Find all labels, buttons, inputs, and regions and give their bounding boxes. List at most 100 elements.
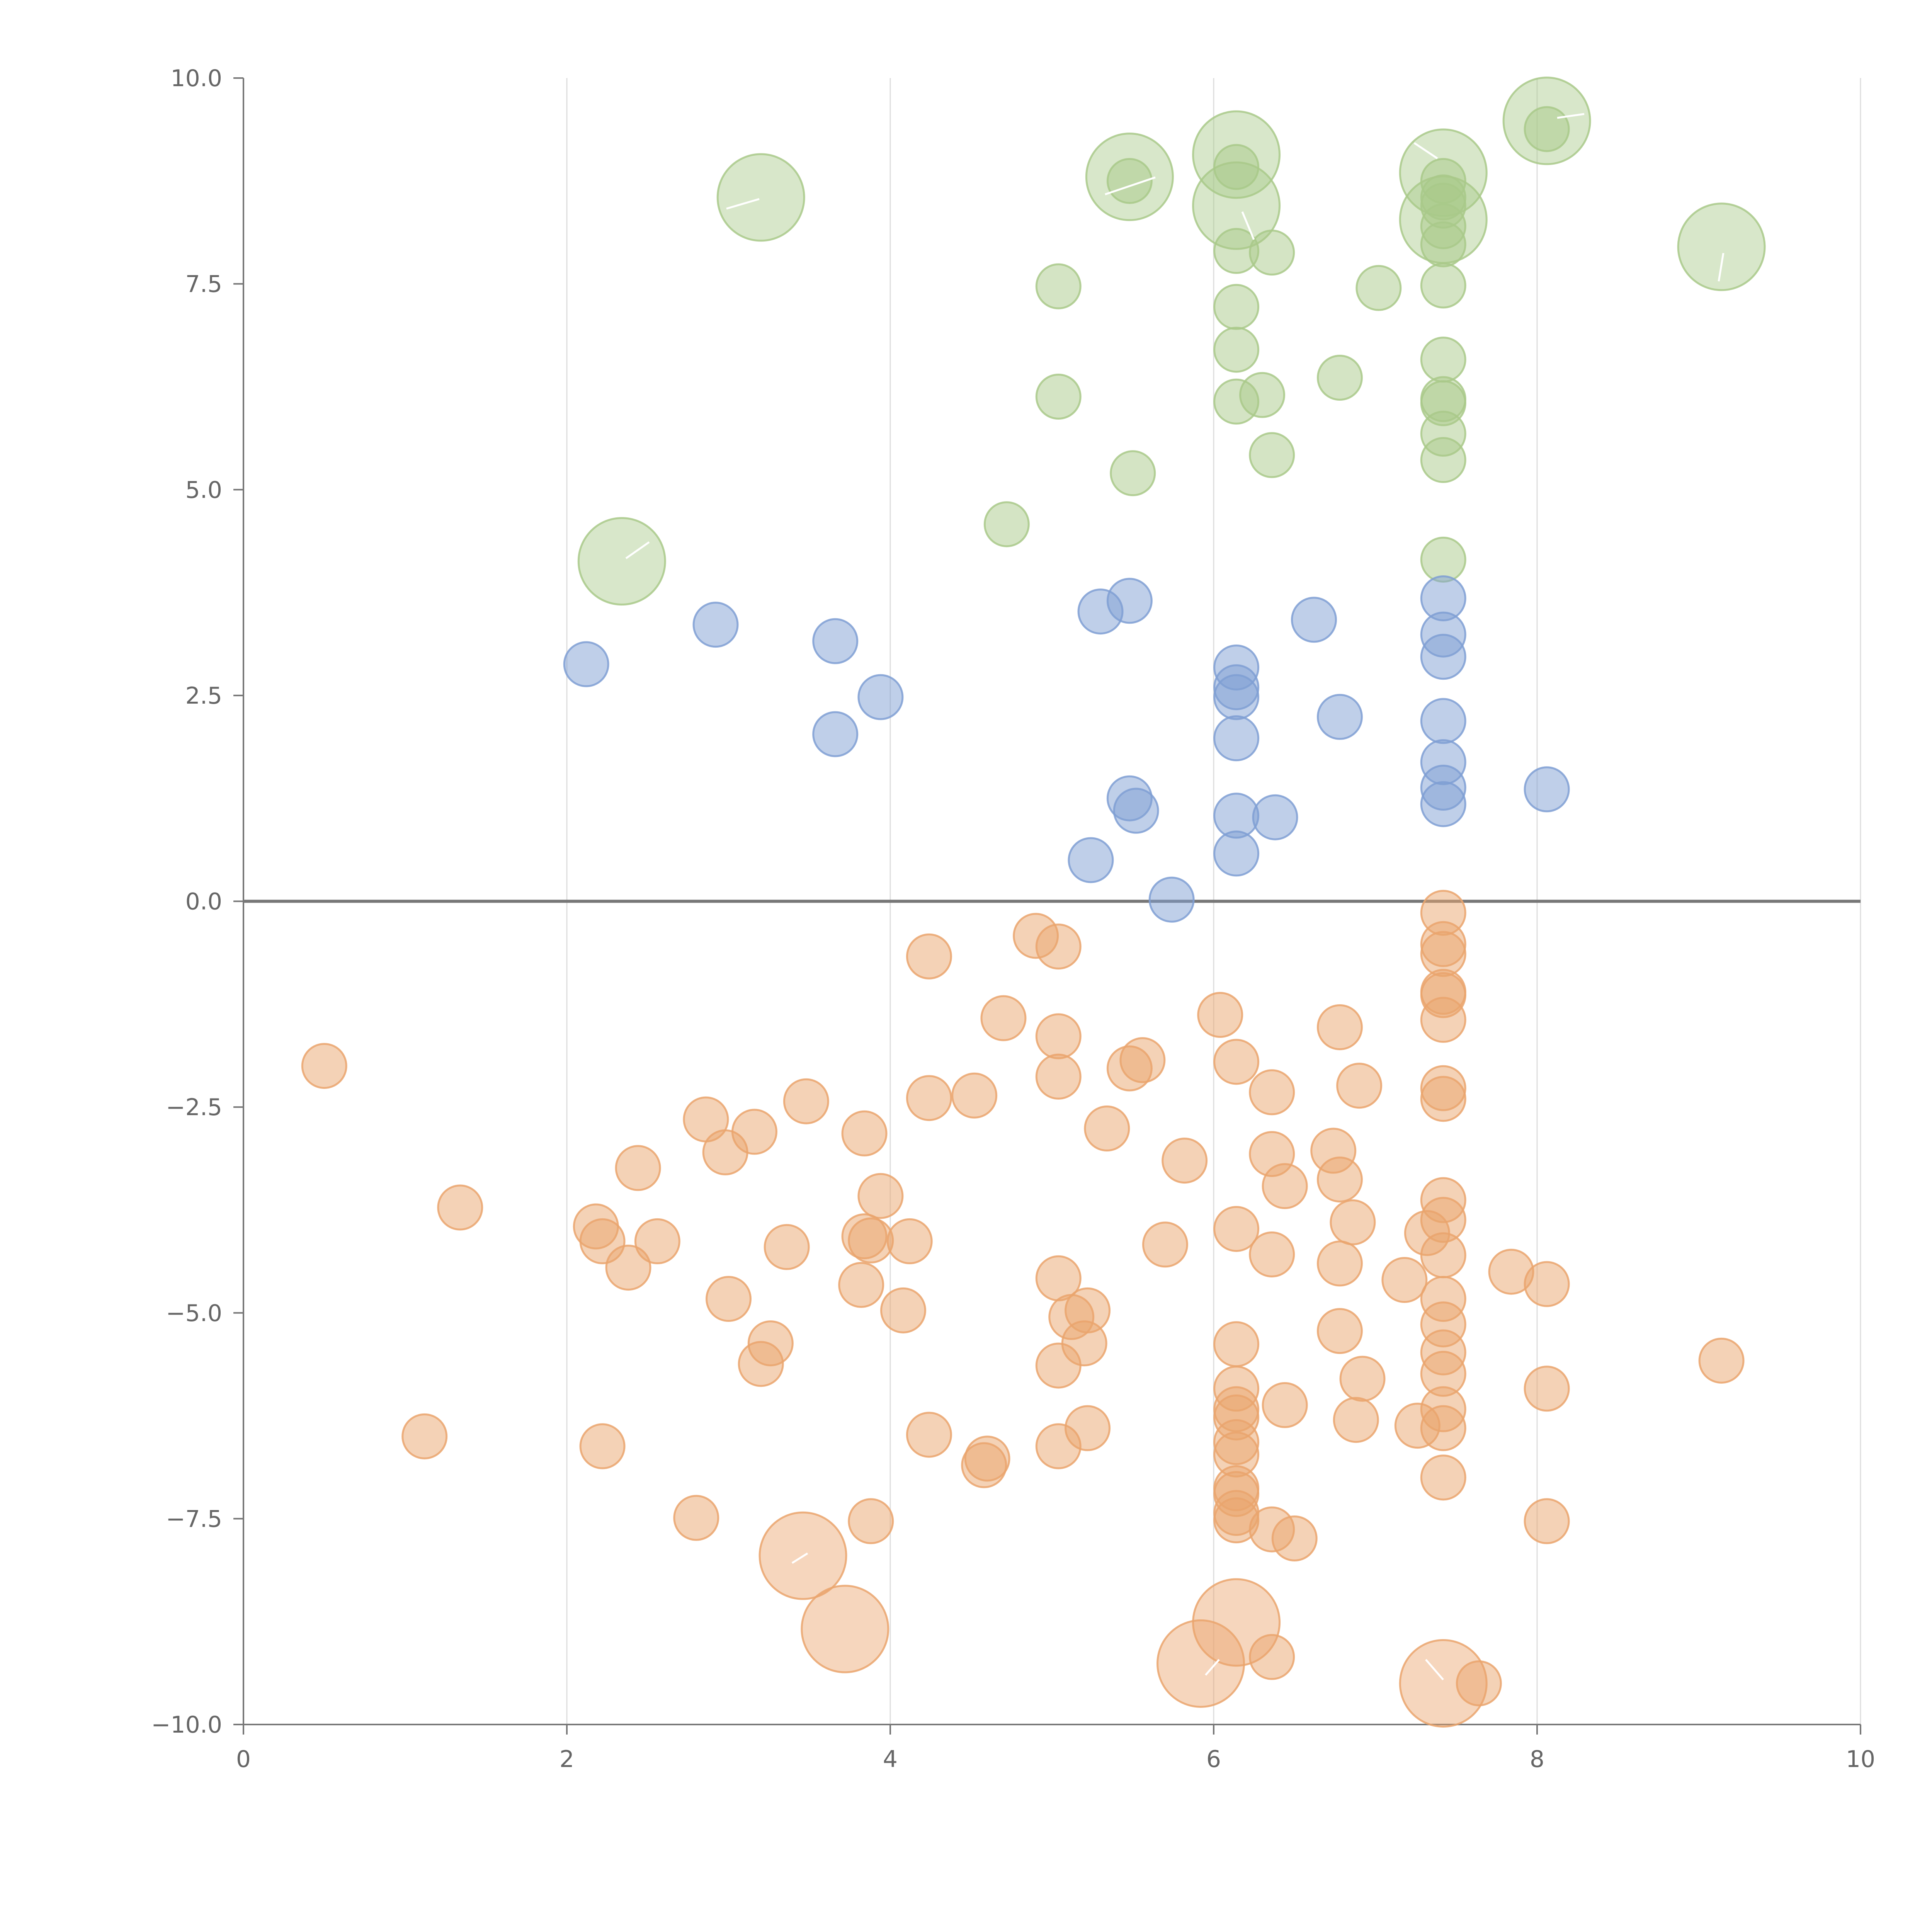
data-point [764, 1224, 810, 1270]
data-point [1316, 1156, 1363, 1203]
data-point [1252, 794, 1298, 840]
data-point [706, 1276, 752, 1322]
data-point [841, 1110, 888, 1156]
data-point [812, 618, 859, 664]
data-point [906, 1075, 952, 1121]
data-point [983, 501, 1030, 548]
callout-leader [625, 541, 650, 560]
highlighted-point [1192, 110, 1281, 199]
point-callouts [625, 113, 1725, 1680]
data-point [1316, 694, 1363, 740]
data-point [1162, 1138, 1208, 1184]
data-point [1330, 1199, 1376, 1245]
data-point [1084, 1105, 1130, 1152]
x-tick-label: 6 [1206, 1746, 1221, 1773]
callout-leader [1557, 113, 1585, 119]
data-point [1213, 674, 1260, 720]
data-point [1316, 1308, 1363, 1354]
data-point [1316, 1240, 1363, 1287]
data-point [579, 1423, 626, 1469]
data-point [1333, 1397, 1379, 1443]
data-point [812, 711, 859, 757]
data-point [1262, 1163, 1308, 1209]
data-point [1106, 158, 1153, 204]
data-point [1035, 1423, 1082, 1469]
data-point [1213, 1206, 1260, 1252]
highlighted-point [1085, 133, 1174, 221]
data-point [1420, 698, 1466, 744]
data-point [1249, 1231, 1295, 1277]
callout-leader [1205, 1659, 1220, 1676]
data-point [1420, 1232, 1466, 1279]
data-point [615, 1145, 661, 1191]
data-point [1355, 265, 1402, 311]
data-point [1035, 1342, 1082, 1389]
callout-leader [1425, 1659, 1444, 1680]
data-point [1213, 378, 1260, 425]
data-point [1249, 1634, 1295, 1680]
callout-leader [1241, 211, 1255, 240]
data-point [1420, 1076, 1466, 1122]
axes: 0 2 4 6 8 10 10.0 7.5 5.0 2.5 0.0 −2.5 −5.0 −7.5 −10.0 [151, 65, 1875, 1773]
data-point [886, 1218, 933, 1264]
data-point [1420, 1454, 1466, 1501]
data-point [1524, 766, 1570, 813]
data-point [980, 995, 1027, 1041]
data-point [1035, 1013, 1082, 1060]
data-point [1524, 1366, 1570, 1412]
data-point [1213, 284, 1260, 330]
x-tick-label: 0 [236, 1746, 251, 1773]
data-point [906, 933, 952, 980]
callout-leader [1718, 253, 1725, 282]
callout-leader [1105, 176, 1156, 196]
x-tick-label: 2 [560, 1746, 574, 1773]
data-point [1262, 1382, 1308, 1428]
y-tick-label: 5.0 [185, 476, 222, 503]
data-point [1035, 1053, 1082, 1100]
y-tick-label: −2.5 [166, 1094, 222, 1121]
data-point [1420, 437, 1466, 483]
data-point [1035, 263, 1082, 310]
data-point [1420, 262, 1466, 309]
data-point [634, 1218, 680, 1264]
data-point [1698, 1337, 1745, 1384]
highlighted-point [716, 153, 805, 242]
data-point [1336, 1063, 1383, 1109]
highlighted-point [1677, 202, 1766, 291]
data-point [1148, 876, 1195, 923]
callout-leader [1413, 142, 1438, 160]
data-point [563, 641, 609, 687]
data-point [783, 1078, 829, 1124]
data-point [857, 1173, 904, 1219]
data-point [692, 602, 739, 648]
data-point [1035, 923, 1082, 970]
y-tick-label: 0.0 [185, 888, 222, 915]
data-point [301, 1043, 347, 1089]
data-point [906, 1412, 952, 1458]
data-point [702, 1129, 748, 1175]
data-point [1339, 1355, 1386, 1402]
data-point [738, 1341, 784, 1387]
data-point [1249, 432, 1295, 478]
data-point [1249, 1069, 1295, 1116]
data-point [1110, 450, 1156, 497]
data-point [1271, 1515, 1318, 1562]
data-point [1113, 787, 1159, 834]
data-point [951, 1072, 998, 1119]
data-point [1316, 355, 1363, 401]
data-point [1420, 1405, 1466, 1451]
gridlines [243, 78, 1861, 1725]
data-point [1077, 588, 1124, 635]
data-point [437, 1184, 483, 1231]
y-tick-label: −5.0 [166, 1300, 222, 1327]
callout-leader [791, 1552, 808, 1564]
data-point [1420, 781, 1466, 827]
data-point [1316, 1004, 1363, 1050]
highlighted-point [1192, 1578, 1281, 1667]
data-point [673, 1495, 719, 1541]
data-point [1524, 1498, 1570, 1544]
highlighted-point [1399, 128, 1488, 217]
data-point [401, 1413, 448, 1459]
data-point [1035, 374, 1082, 420]
y-tick-label: −7.5 [166, 1505, 222, 1532]
